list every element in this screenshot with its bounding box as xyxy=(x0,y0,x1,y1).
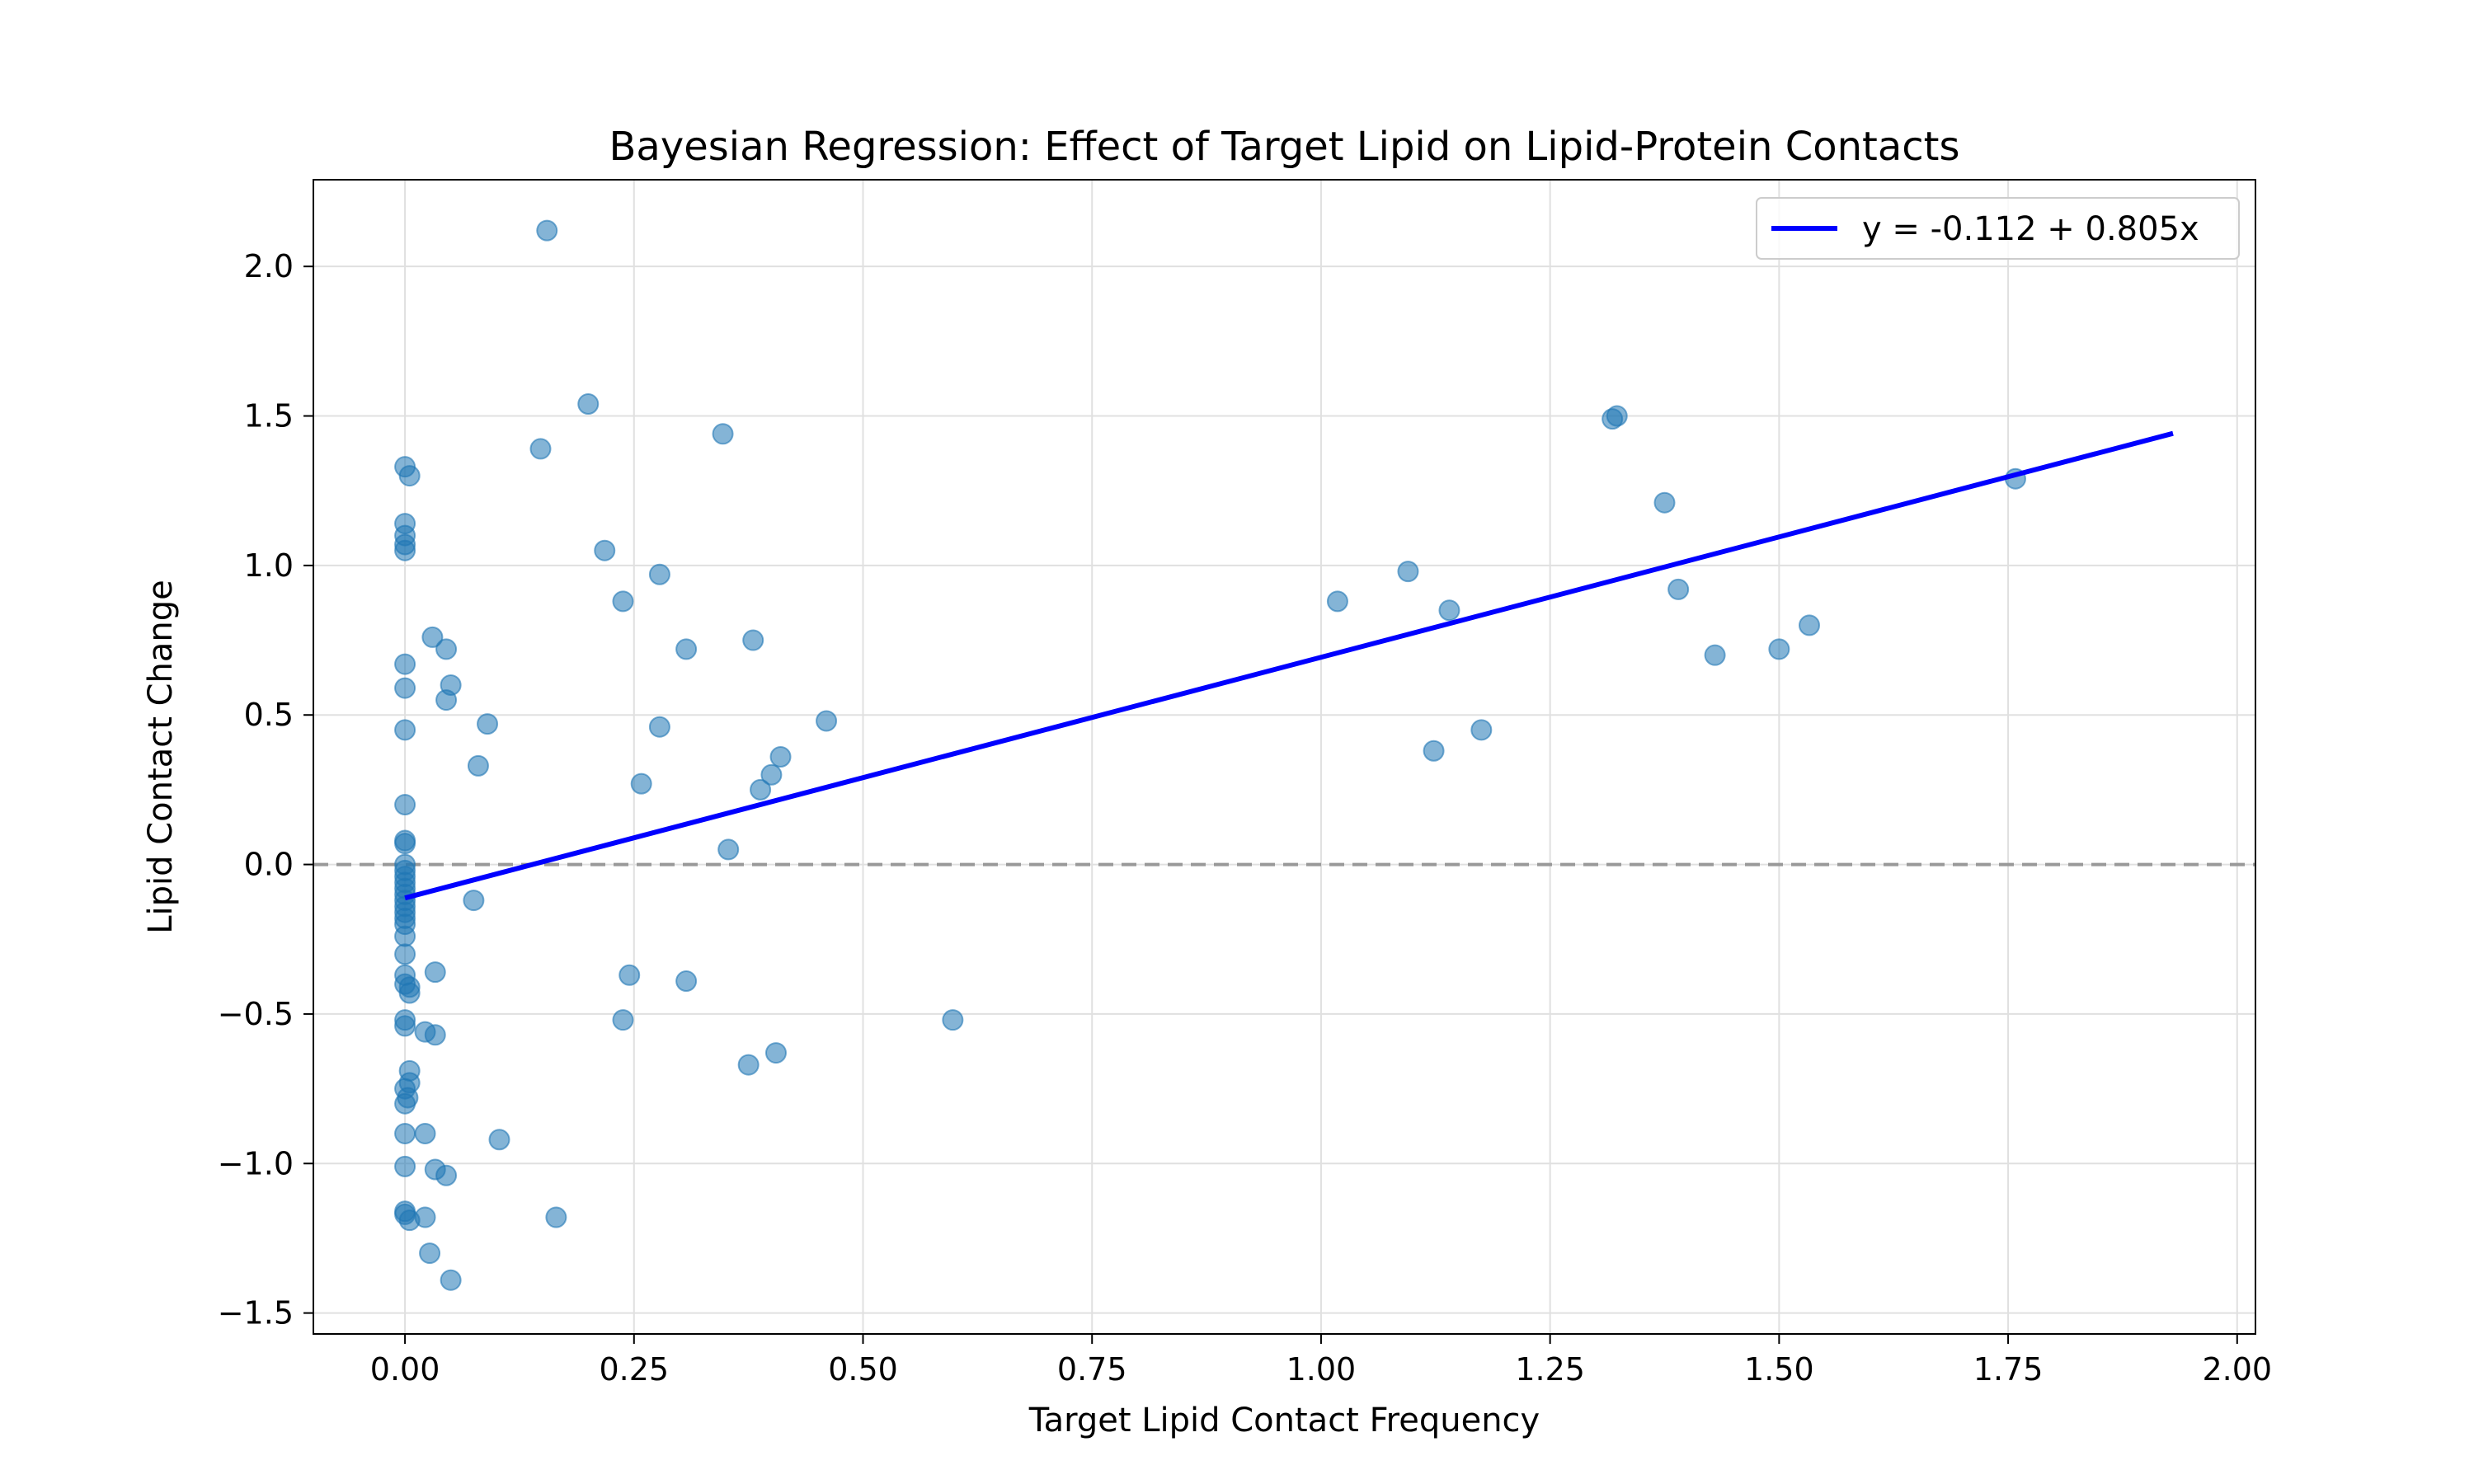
y-tick-label: 2.0 xyxy=(244,248,294,284)
x-tick-label: 0.75 xyxy=(1057,1351,1127,1388)
scatter-point xyxy=(394,925,416,947)
scatter-point xyxy=(648,716,670,738)
plot-area-frame xyxy=(313,179,2256,1335)
scatter-point xyxy=(1653,491,1676,514)
scatter-point xyxy=(394,1092,416,1115)
scatter-point xyxy=(675,638,698,660)
chart-title: Bayesian Regression: Effect of Target Li… xyxy=(609,124,1960,170)
axis-ticks: 0.00 0.25 0.50 0.75 1.00 1.25 1.50 1.75 2.00 −1.5… xyxy=(218,248,2272,1388)
scatter-point xyxy=(675,970,698,993)
scatter-point xyxy=(394,794,416,816)
x-axis-label: Target Lipid Contact Frequency xyxy=(1028,1402,1540,1439)
scatter-point xyxy=(712,423,734,445)
scatter-point xyxy=(1667,578,1690,600)
y-tick-label: 1.5 xyxy=(244,398,294,434)
scatter-point xyxy=(1326,590,1348,613)
scatter-point xyxy=(398,982,421,1004)
scatter-point xyxy=(477,713,499,735)
scatter-point xyxy=(435,689,458,711)
scatter-point xyxy=(419,1242,441,1265)
scatter-point xyxy=(529,438,552,460)
scatter-point xyxy=(1799,614,1821,636)
x-tick-label: 1.75 xyxy=(1973,1351,2044,1388)
y-tick-label: −1.0 xyxy=(218,1145,294,1181)
scatter-point xyxy=(394,943,416,965)
legend-box xyxy=(1756,197,2240,260)
y-tick-label: 0.0 xyxy=(244,847,294,883)
scatter-point xyxy=(648,563,670,585)
scatter-point xyxy=(545,1206,567,1228)
scatter-point xyxy=(1423,740,1445,762)
scatter-point xyxy=(435,638,458,660)
scatter-point xyxy=(612,590,634,613)
y-tick-label: 1.0 xyxy=(244,547,294,584)
scatter-point xyxy=(398,465,421,487)
scatter-point xyxy=(1768,638,1790,660)
x-tick-label: 0.00 xyxy=(370,1351,440,1388)
scatter-point xyxy=(414,1206,436,1228)
scatter-point xyxy=(424,1024,446,1046)
x-tick-label: 0.50 xyxy=(828,1351,898,1388)
legend-fit-label: y = -0.112 + 0.805x xyxy=(1862,210,2199,248)
scatter-point xyxy=(463,890,485,912)
scatter-point xyxy=(421,626,444,648)
scatter-point xyxy=(394,1155,416,1177)
data-points xyxy=(394,219,2026,1291)
regression-fit-line xyxy=(404,430,2174,901)
scatter-point xyxy=(630,773,652,795)
x-tick-label: 1.00 xyxy=(1286,1351,1357,1388)
y-tick-label: −1.5 xyxy=(218,1295,294,1331)
scatter-point xyxy=(612,1009,634,1031)
x-tick-label: 2.00 xyxy=(2202,1351,2272,1388)
scatter-point xyxy=(577,393,600,416)
scatter-point xyxy=(435,1164,458,1186)
legend: y = -0.112 + 0.805x xyxy=(1756,197,2240,260)
scatter-point xyxy=(594,539,616,561)
grid-lines xyxy=(313,180,2255,1334)
scatter-point xyxy=(769,746,792,768)
scatter-point xyxy=(742,629,764,651)
fit-line-group xyxy=(404,430,2174,901)
scatter-point xyxy=(750,778,772,801)
scatter-point xyxy=(1704,644,1726,666)
scatter-point xyxy=(737,1054,760,1076)
scatter-point xyxy=(394,1122,416,1144)
scatter-point xyxy=(1397,561,1419,583)
scatter-point xyxy=(394,719,416,741)
scatter-point xyxy=(394,653,416,675)
scatter-point xyxy=(394,677,416,699)
scatter-point xyxy=(816,710,838,732)
scatter-point xyxy=(942,1009,964,1031)
scatter-point xyxy=(1606,405,1628,427)
scatter-point xyxy=(394,1015,416,1037)
scatter-point xyxy=(764,1042,787,1064)
scatter-point xyxy=(414,1122,436,1144)
scatter-point xyxy=(394,539,416,561)
scatter-point xyxy=(760,763,783,786)
y-tick-label: −0.5 xyxy=(218,996,294,1032)
x-tick-label: 1.25 xyxy=(1515,1351,1585,1388)
scatter-point xyxy=(1438,599,1460,622)
scatter-point xyxy=(536,219,558,242)
scatter-point xyxy=(717,838,740,861)
scatter-point xyxy=(394,833,416,855)
scatter-point xyxy=(424,961,446,984)
y-axis-label: Lipid Contact Change xyxy=(142,580,180,934)
y-tick-label: 0.5 xyxy=(244,697,294,733)
x-tick-label: 0.25 xyxy=(599,1351,669,1388)
scatter-point xyxy=(440,1269,462,1291)
scatter-point xyxy=(467,754,489,777)
scatter-point xyxy=(488,1129,510,1151)
scatter-point xyxy=(1470,719,1493,741)
scatter-point xyxy=(618,964,641,986)
x-tick-label: 1.50 xyxy=(1744,1351,1814,1388)
